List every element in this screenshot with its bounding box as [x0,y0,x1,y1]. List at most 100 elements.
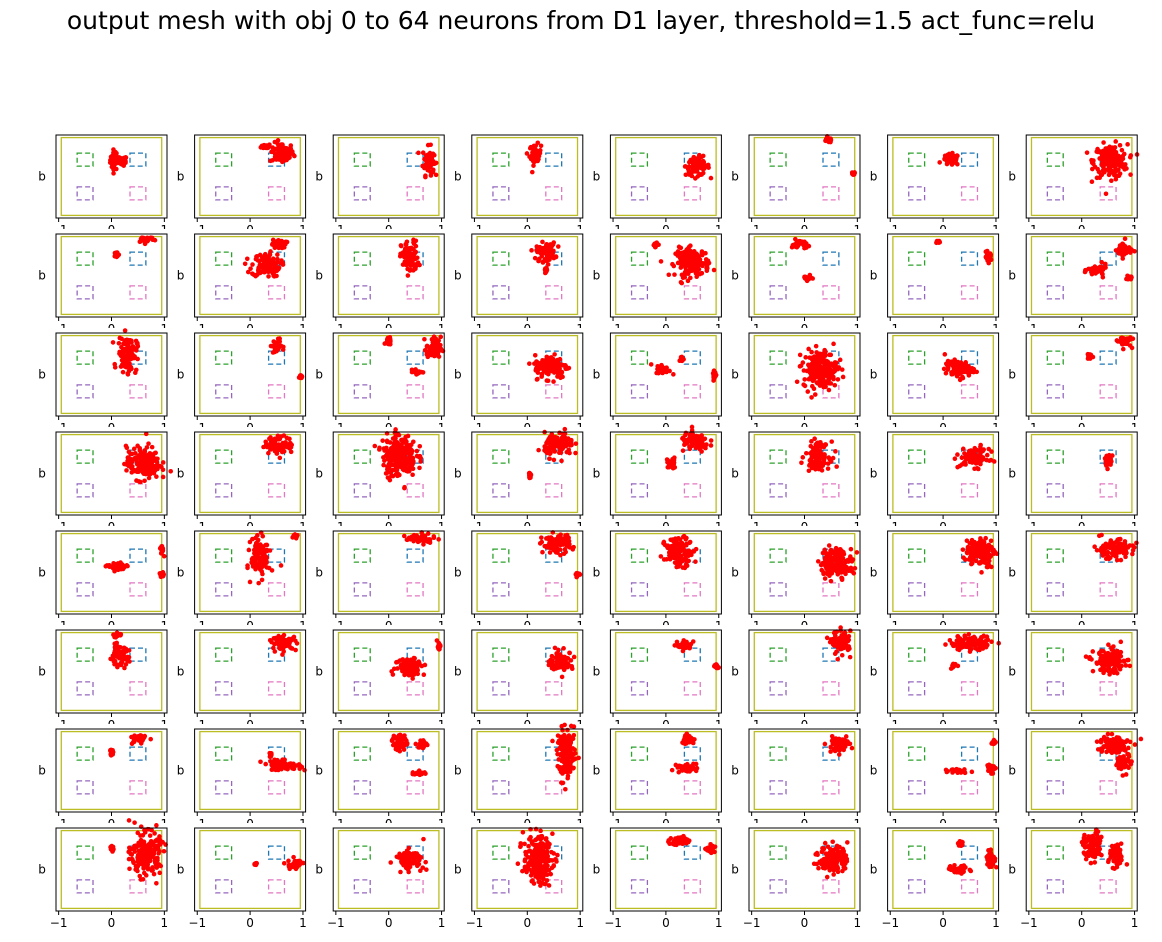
point [372,443,378,449]
point [682,565,688,571]
point [1100,159,1106,164]
panel-11: b−101 [454,233,591,336]
point [840,569,845,575]
point [666,464,672,470]
point [981,541,987,547]
box-top-left [76,647,94,662]
point [553,254,559,260]
point [711,378,716,383]
point [825,363,831,369]
boundary [476,136,579,217]
point [693,546,699,552]
boundary [60,235,163,316]
box-top-right [960,251,979,266]
box-bottom-left [492,582,510,597]
y-axis-label: b [315,269,323,283]
point [267,638,273,643]
point [409,442,414,448]
axes-frame [609,134,722,219]
box-bottom-left [492,384,510,399]
point [397,253,403,259]
point [977,552,983,558]
box-bottom-right [1099,582,1117,597]
point [399,453,405,459]
point [577,571,582,577]
box-bottom-right [683,483,701,498]
point [949,162,955,167]
axes-frame [55,134,168,219]
point [409,367,415,373]
panel-0: b−101 [38,134,175,237]
point [270,145,275,150]
point [702,166,707,171]
point [837,357,843,363]
box-bottom-right [267,582,286,597]
box-bottom-right [545,384,563,399]
box-bottom-left [1046,285,1064,300]
panel-20: b−101 [593,332,730,435]
point [274,259,280,265]
point [809,465,815,471]
point [274,157,279,162]
point [410,456,415,462]
label-overlap-mask [186,328,314,336]
label-overlap-mask [741,229,868,237]
label-overlap-mask [741,526,868,534]
y-axis-label: b [177,665,185,679]
point [125,351,131,357]
point [690,254,696,259]
label-overlap-mask [1018,625,1146,633]
point [529,248,534,253]
box-bottom-left [76,483,94,498]
panel-1: b−101 [177,134,314,237]
box-bottom-right [960,186,979,201]
box-top-left [215,251,233,266]
point [111,566,117,571]
box-top-left [492,350,510,365]
box-top-left [908,152,926,167]
label-overlap-mask [325,526,453,534]
y-axis-label: b [593,269,601,283]
point [706,162,711,168]
point [680,436,685,441]
box-bottom-right [129,186,147,201]
point [667,556,673,562]
point [288,449,294,455]
panel-2: b−101 [315,134,453,237]
point [125,372,131,377]
point [255,258,261,263]
label-overlap-mask [602,427,730,435]
axes-frame [748,134,861,219]
y-axis-label: b [177,566,185,580]
point [284,435,290,441]
point [118,364,124,369]
box-top-left [1046,152,1064,167]
panel-24: b−101 [38,431,175,534]
point [1114,173,1120,179]
boundary [1030,334,1133,415]
point [417,262,422,268]
box-bottom-left [630,483,649,498]
point [266,254,272,259]
point [422,336,427,342]
point [571,544,576,550]
point [817,380,822,386]
point [547,456,552,462]
point [955,464,960,470]
y-axis-label: b [38,467,46,481]
y-axis-label: b [870,368,878,382]
box-top-left [908,548,926,563]
point [1095,269,1101,275]
point [687,435,692,441]
panel-15: b−101 [1008,233,1146,336]
boundary [753,334,856,415]
point [429,349,435,354]
boundary [199,136,301,217]
axes-frame [748,332,861,417]
point [648,362,654,367]
point [1091,158,1096,163]
point [377,447,382,452]
point [257,555,263,561]
axes-frame [471,332,584,417]
y-axis-label: b [1008,566,1016,580]
